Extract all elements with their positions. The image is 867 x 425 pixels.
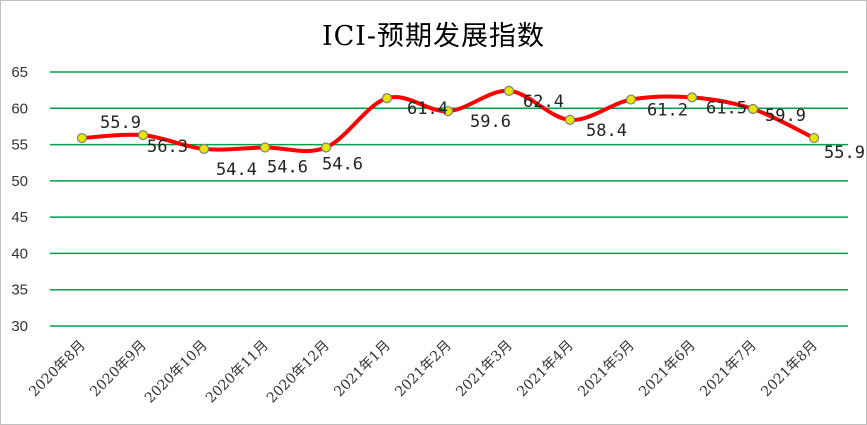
data-label: 58.4 [586,121,627,141]
data-point-marker [503,85,515,96]
data-label: 61.5 [706,98,747,118]
data-point-marker [442,106,454,117]
x-tick-label: 2021年8月 [758,338,821,401]
data-label: 61.2 [647,101,688,121]
data-label: 61.4 [407,99,448,119]
data-point-marker [686,92,698,103]
x-tick-label: 2021年1月 [331,338,394,401]
data-label: 62.4 [523,92,564,112]
data-label: 59.6 [470,112,511,132]
data-point-marker [320,142,332,153]
y-tick-label: 60 [11,100,28,117]
data-label: 55.9 [100,113,141,133]
data-point-marker [808,132,820,144]
x-tick-label: 2020年9月 [87,338,150,401]
y-tick-label: 65 [11,64,28,81]
y-tick-label: 50 [11,173,28,190]
x-tick-label: 2021年4月 [514,338,577,401]
chart-title: ICI-预期发展指数 [321,21,546,52]
x-tick-label: 2020年12月 [264,338,333,407]
series-line [81,88,815,154]
x-tick-label: 2021年5月 [575,338,638,401]
data-point-marker [747,103,759,115]
data-point-marker [564,114,576,125]
data-point-marker [381,93,393,104]
data-point-marker [259,142,271,153]
data-point-marker [198,143,210,155]
data-label: 56.3 [147,137,188,157]
data-point-marker [76,132,88,144]
y-tick-label: 40 [11,245,28,262]
y-tick-label: 55 [11,137,28,154]
y-tick-label: 45 [11,209,28,226]
y-tick-label: 30 [11,318,28,335]
x-tick-label: 2021年2月 [392,338,455,401]
y-tick-label: 35 [11,282,28,299]
x-tick-label: 2021年6月 [636,338,699,401]
data-label: 59.9 [765,106,806,126]
x-tick-label: 2021年7月 [697,338,760,401]
data-label: 55.9 [824,143,865,163]
x-tick-label: 2020年10月 [142,338,211,407]
x-tick-label: 2021年3月 [453,338,516,401]
x-tick-label: 2020年11月 [203,338,272,407]
data-point-marker [625,94,637,105]
data-label: 54.4 [216,160,257,180]
data-label: 54.6 [322,154,363,174]
x-tick-label: 2020年8月 [26,338,89,401]
data-label: 54.6 [267,157,308,177]
data-point-marker [137,130,149,141]
